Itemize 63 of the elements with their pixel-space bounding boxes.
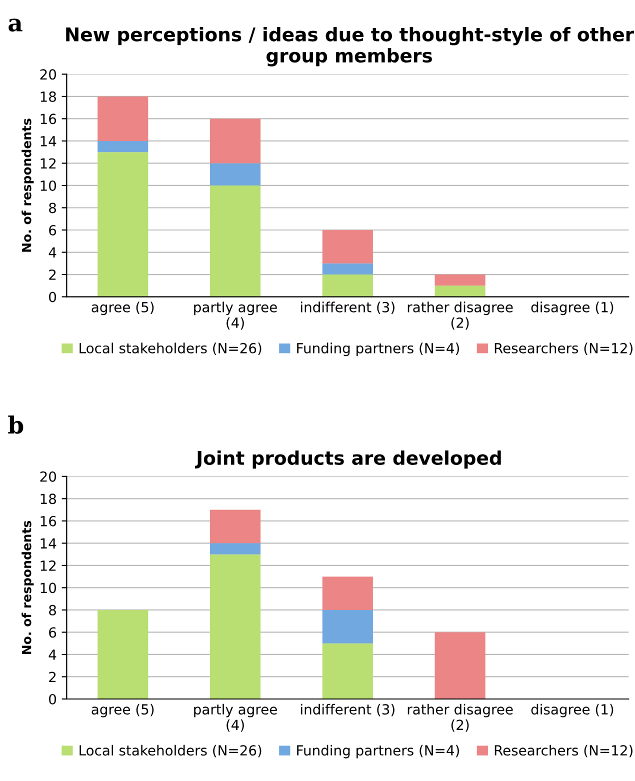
x-tick-label: disagree (1) bbox=[531, 302, 614, 316]
bar bbox=[322, 274, 373, 297]
bar bbox=[98, 152, 148, 297]
x-tick-label: agree (5) bbox=[92, 302, 154, 316]
bar bbox=[210, 510, 261, 544]
bar bbox=[98, 610, 148, 699]
y-tick-label: 6 bbox=[49, 224, 56, 236]
bar bbox=[210, 554, 261, 699]
bar bbox=[98, 140, 148, 152]
text: b bbox=[8, 416, 24, 434]
x-tick-label: indifferent (3) bbox=[301, 302, 394, 314]
y-tick-label: 10 bbox=[40, 582, 56, 594]
text: a bbox=[8, 18, 22, 32]
y-tick-label: 12 bbox=[40, 560, 56, 571]
y-tick-label: 20 bbox=[40, 69, 56, 80]
x-tick-label: rather disagree (2) bbox=[408, 704, 513, 732]
legend-label: Researchers (N=12) bbox=[494, 342, 632, 356]
y-tick-label: 10 bbox=[40, 180, 56, 191]
bar bbox=[210, 185, 261, 297]
y-tick-label: 16 bbox=[40, 114, 56, 124]
y-axis-title: No. of respondents bbox=[22, 520, 34, 654]
y-tick-label: 4 bbox=[48, 247, 56, 258]
bar bbox=[210, 163, 261, 186]
bar bbox=[322, 576, 373, 610]
bar bbox=[322, 643, 373, 699]
legend-label: Researchers (N=12) bbox=[494, 744, 632, 758]
x-tick-label: partly agree (4) bbox=[194, 302, 277, 330]
bar bbox=[434, 632, 486, 699]
y-tick-label: 16 bbox=[40, 516, 56, 526]
y-tick-label: 0 bbox=[49, 292, 56, 302]
x-tick-label: disagree (1) bbox=[531, 704, 614, 718]
y-tick-label: 20 bbox=[40, 471, 56, 482]
bar bbox=[98, 96, 148, 141]
y-tick-label: 14 bbox=[40, 136, 56, 146]
y-tick-label: 18 bbox=[40, 494, 56, 504]
x-tick-label: partly agree (4) bbox=[194, 704, 277, 732]
chart-title: New perceptions / ideas due to thought-style of other group members bbox=[66, 26, 634, 66]
legend-label: Funding partners (N=4) bbox=[297, 342, 459, 356]
bar bbox=[322, 263, 373, 275]
legend-label: Local stakeholders (N=26) bbox=[80, 744, 262, 758]
chart-title: Joint products are developed bbox=[195, 450, 501, 469]
bar bbox=[210, 543, 261, 554]
y-axis-title: No. of respondents bbox=[22, 118, 34, 252]
x-tick-label: agree (5) bbox=[92, 704, 154, 718]
y-tick-label: 2 bbox=[49, 269, 56, 280]
y-tick-label: 8 bbox=[49, 202, 56, 214]
bar bbox=[322, 610, 373, 644]
y-tick-label: 4 bbox=[48, 650, 56, 660]
x-tick-label: indifferent (3) bbox=[301, 704, 394, 716]
bar bbox=[322, 230, 373, 264]
y-tick-label: 2 bbox=[49, 672, 56, 682]
bar bbox=[434, 274, 486, 286]
x-tick-label: rather disagree (2) bbox=[408, 302, 513, 330]
y-tick-label: 12 bbox=[40, 158, 56, 169]
legend-label: Funding partners (N=4) bbox=[297, 744, 459, 758]
legend-label: Local stakeholders (N=26) bbox=[80, 342, 262, 356]
y-tick-label: 0 bbox=[49, 694, 56, 704]
y-tick-label: 14 bbox=[40, 538, 56, 548]
y-tick-label: 8 bbox=[49, 604, 56, 616]
y-tick-label: 6 bbox=[49, 627, 56, 638]
bar bbox=[434, 286, 486, 297]
bar bbox=[210, 118, 261, 164]
y-tick-label: 18 bbox=[40, 91, 56, 102]
